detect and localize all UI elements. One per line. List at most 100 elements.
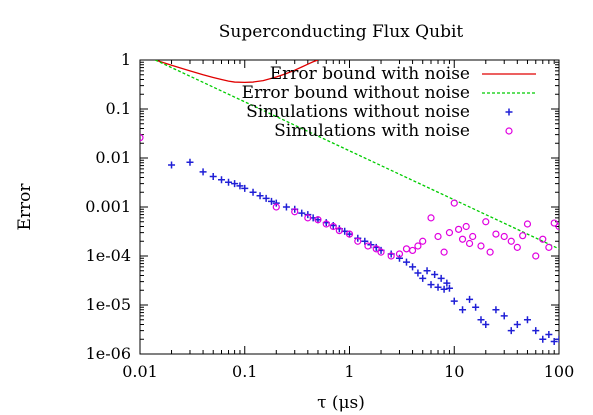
data-point bbox=[262, 194, 270, 202]
data-point bbox=[322, 220, 330, 228]
data-point bbox=[523, 316, 531, 324]
data-point bbox=[140, 134, 144, 142]
y-tick-label: 1e-04 bbox=[86, 246, 131, 265]
data-point bbox=[523, 220, 532, 228]
legend-label: Error bound with noise bbox=[270, 64, 470, 84]
data-point bbox=[555, 222, 559, 231]
data-point bbox=[236, 182, 244, 190]
series-layer bbox=[140, 60, 559, 345]
data-point bbox=[218, 176, 226, 184]
data-point bbox=[225, 178, 233, 186]
data-point bbox=[408, 246, 417, 255]
series-line bbox=[155, 60, 319, 83]
data-point bbox=[465, 239, 474, 248]
x-tick-label: 0.1 bbox=[232, 362, 257, 381]
data-point bbox=[329, 222, 337, 231]
data-point bbox=[532, 327, 540, 335]
data-point bbox=[291, 208, 299, 216]
data-point bbox=[482, 218, 490, 226]
data-point bbox=[466, 295, 474, 303]
data-point bbox=[469, 232, 477, 241]
legend-label: Simulations with noise bbox=[274, 121, 470, 141]
data-point bbox=[482, 320, 490, 328]
data-point bbox=[346, 230, 353, 238]
data-point bbox=[486, 248, 494, 256]
series-line bbox=[155, 60, 559, 250]
data-point bbox=[419, 237, 427, 245]
data-point bbox=[199, 168, 207, 176]
data-point bbox=[440, 285, 448, 293]
data-point bbox=[507, 327, 515, 335]
data-point bbox=[434, 232, 442, 241]
chart-title: Superconducting Flux Qubit bbox=[219, 22, 464, 42]
data-point bbox=[445, 284, 453, 292]
data-point bbox=[454, 225, 463, 233]
y-tick-label: 0.1 bbox=[106, 99, 131, 118]
data-point bbox=[459, 306, 467, 314]
data-point bbox=[519, 232, 527, 240]
data-point bbox=[423, 267, 431, 275]
data-point bbox=[361, 237, 369, 245]
y-tick-label: 1 bbox=[121, 50, 131, 69]
y-tick-label: 0.01 bbox=[95, 148, 131, 167]
data-point bbox=[364, 242, 372, 250]
data-point bbox=[539, 335, 547, 343]
data-point bbox=[209, 172, 217, 180]
data-point bbox=[314, 216, 322, 224]
data-point bbox=[372, 245, 380, 253]
x-axis-label: τ (μs) bbox=[317, 393, 365, 413]
data-point bbox=[443, 279, 451, 287]
data-point bbox=[241, 184, 249, 192]
data-point bbox=[550, 219, 558, 227]
data-point bbox=[186, 158, 194, 166]
data-point bbox=[500, 232, 508, 241]
data-point bbox=[335, 226, 343, 235]
x-tick-label: 0.01 bbox=[122, 362, 158, 381]
data-point bbox=[272, 203, 280, 211]
legend-label: Simulations without noise bbox=[246, 102, 470, 122]
data-point bbox=[539, 235, 547, 243]
y-tick-label: 0.001 bbox=[85, 197, 131, 216]
data-point bbox=[231, 180, 239, 188]
data-point bbox=[555, 335, 559, 343]
data-point bbox=[458, 235, 467, 243]
data-point bbox=[532, 252, 540, 260]
data-point bbox=[477, 316, 485, 324]
data-point bbox=[256, 192, 264, 200]
data-point bbox=[434, 283, 442, 291]
data-point bbox=[492, 230, 500, 238]
x-tick-label: 1 bbox=[344, 362, 354, 381]
legend-swatch bbox=[505, 127, 513, 135]
y-tick-label: 1e-06 bbox=[86, 344, 131, 363]
data-point bbox=[249, 188, 257, 196]
data-point bbox=[450, 199, 458, 207]
data-point bbox=[298, 209, 306, 217]
data-point bbox=[354, 237, 362, 245]
legend-swatch bbox=[505, 108, 513, 116]
x-tick-label: 10 bbox=[444, 362, 464, 381]
data-point bbox=[437, 274, 445, 282]
data-point bbox=[304, 214, 312, 222]
data-point bbox=[550, 337, 558, 345]
data-point bbox=[414, 242, 422, 250]
data-point bbox=[462, 222, 470, 231]
data-point bbox=[387, 252, 395, 260]
data-point bbox=[395, 254, 403, 262]
y-axis-label: Error bbox=[15, 183, 35, 231]
data-point bbox=[377, 248, 385, 256]
data-point bbox=[440, 248, 448, 256]
plot-area: 0.01 0.1 1 10 100 1 0.1 0.01 0.001 1e-04 1e-05 1e-0… bbox=[85, 50, 574, 381]
data-point bbox=[427, 214, 435, 222]
data-point bbox=[414, 269, 422, 277]
data-point bbox=[513, 243, 521, 251]
data-point bbox=[168, 161, 176, 169]
data-point bbox=[500, 312, 508, 320]
y-tick-label: 1e-05 bbox=[86, 295, 131, 314]
data-point bbox=[402, 258, 410, 266]
legend-label: Error bound without noise bbox=[242, 83, 470, 103]
data-point bbox=[395, 250, 404, 258]
data-point bbox=[314, 216, 322, 224]
data-point bbox=[472, 303, 480, 311]
